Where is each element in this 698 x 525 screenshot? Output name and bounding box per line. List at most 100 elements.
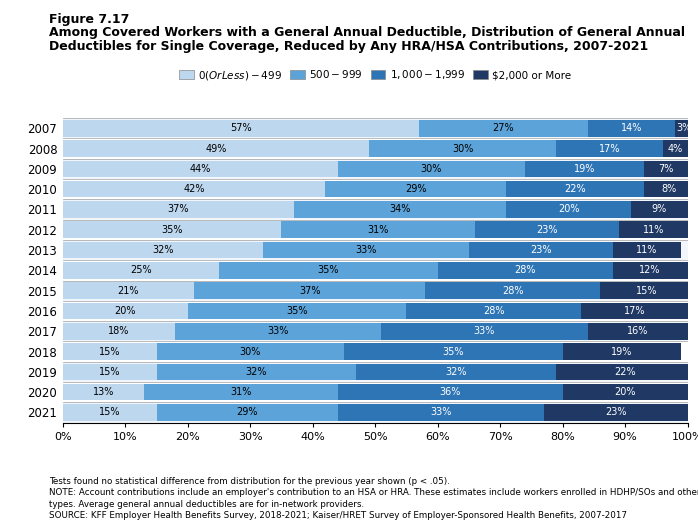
Text: 33%: 33% <box>267 326 289 337</box>
Text: 35%: 35% <box>443 346 464 356</box>
Bar <box>63 120 419 136</box>
Text: 29%: 29% <box>237 407 258 417</box>
Bar <box>63 222 281 238</box>
Text: 44%: 44% <box>190 164 211 174</box>
Text: 9%: 9% <box>652 204 667 215</box>
Text: 28%: 28% <box>514 265 536 276</box>
Bar <box>281 222 475 238</box>
Text: 32%: 32% <box>152 245 174 255</box>
Bar <box>63 323 175 340</box>
Bar <box>425 282 600 299</box>
Bar <box>344 343 563 360</box>
Text: 11%: 11% <box>642 225 664 235</box>
Text: 30%: 30% <box>452 143 473 154</box>
Bar <box>506 181 644 197</box>
Bar <box>219 262 438 279</box>
Text: 30%: 30% <box>239 346 261 356</box>
Text: 27%: 27% <box>492 123 514 133</box>
Text: 14%: 14% <box>621 123 642 133</box>
Bar <box>63 140 369 157</box>
Bar <box>581 302 688 319</box>
Bar <box>381 323 588 340</box>
Bar <box>357 363 556 380</box>
Text: 15%: 15% <box>99 367 121 377</box>
Bar <box>63 260 688 280</box>
Text: 30%: 30% <box>421 164 442 174</box>
Text: 18%: 18% <box>108 326 130 337</box>
Text: 19%: 19% <box>574 164 595 174</box>
Text: 37%: 37% <box>168 204 189 215</box>
Bar <box>63 384 144 401</box>
Text: NOTE: Account contributions include an employer's contribution to an HSA or HRA.: NOTE: Account contributions include an e… <box>49 488 698 497</box>
Text: 17%: 17% <box>599 143 621 154</box>
Bar <box>325 181 506 197</box>
Bar <box>63 262 219 279</box>
Bar <box>644 161 688 177</box>
Text: 32%: 32% <box>246 367 267 377</box>
Bar <box>63 402 688 423</box>
Bar <box>63 201 294 218</box>
Text: 23%: 23% <box>530 245 551 255</box>
Bar <box>63 341 688 362</box>
Bar <box>63 301 688 321</box>
Text: 15%: 15% <box>636 286 658 296</box>
Bar <box>63 161 338 177</box>
Text: 13%: 13% <box>93 387 114 397</box>
Bar <box>588 120 675 136</box>
Bar <box>156 343 344 360</box>
Text: 22%: 22% <box>614 367 636 377</box>
Bar <box>63 280 688 301</box>
Text: 11%: 11% <box>637 245 658 255</box>
Bar <box>338 404 544 421</box>
Text: 15%: 15% <box>99 407 121 417</box>
Bar <box>619 222 688 238</box>
Text: 7%: 7% <box>658 164 674 174</box>
Text: 33%: 33% <box>474 326 495 337</box>
Bar <box>525 161 644 177</box>
Bar <box>63 242 262 258</box>
Text: 19%: 19% <box>611 346 632 356</box>
Bar <box>556 363 694 380</box>
Bar <box>63 240 688 260</box>
Text: 42%: 42% <box>184 184 205 194</box>
Bar <box>600 282 694 299</box>
Bar <box>294 201 506 218</box>
Text: 33%: 33% <box>355 245 376 255</box>
Text: 35%: 35% <box>286 306 308 316</box>
Bar <box>262 242 469 258</box>
Bar <box>63 282 194 299</box>
Text: 28%: 28% <box>483 306 505 316</box>
Bar <box>63 179 688 200</box>
Bar <box>631 201 688 218</box>
Text: 21%: 21% <box>118 286 139 296</box>
Text: 35%: 35% <box>161 225 183 235</box>
Bar <box>156 363 357 380</box>
Text: 12%: 12% <box>639 265 661 276</box>
Bar <box>613 242 681 258</box>
Bar <box>175 323 381 340</box>
Text: 23%: 23% <box>536 225 558 235</box>
Bar <box>63 159 688 179</box>
Text: SOURCE: KFF Employer Health Benefits Survey, 2018-2021; Kaiser/HRET Survey of Em: SOURCE: KFF Employer Health Benefits Sur… <box>49 511 627 520</box>
Text: 31%: 31% <box>368 225 389 235</box>
Bar <box>63 118 688 139</box>
Text: 35%: 35% <box>318 265 339 276</box>
Bar <box>188 302 406 319</box>
Bar <box>544 404 688 421</box>
Bar <box>156 404 338 421</box>
Text: types. Average general annual deductibles are for in-network providers.: types. Average general annual deductible… <box>49 500 364 509</box>
Bar <box>369 140 556 157</box>
Text: 32%: 32% <box>445 367 467 377</box>
Bar <box>63 302 188 319</box>
Bar <box>675 120 694 136</box>
Text: 20%: 20% <box>558 204 579 215</box>
Text: Deductibles for Single Coverage, Reduced by Any HRA/HSA Contributions, 2007-2021: Deductibles for Single Coverage, Reduced… <box>49 40 648 53</box>
Legend: $0 (Or Less) - $499, $500 - $999, $1,000 - $1,999, $2,000 or More: $0 (Or Less) - $499, $500 - $999, $1,000… <box>175 64 575 86</box>
Text: 17%: 17% <box>624 306 645 316</box>
Bar <box>63 321 688 341</box>
Bar <box>406 302 581 319</box>
Bar <box>662 140 688 157</box>
Bar <box>438 262 613 279</box>
Text: 22%: 22% <box>564 184 586 194</box>
Text: 3%: 3% <box>677 123 692 133</box>
